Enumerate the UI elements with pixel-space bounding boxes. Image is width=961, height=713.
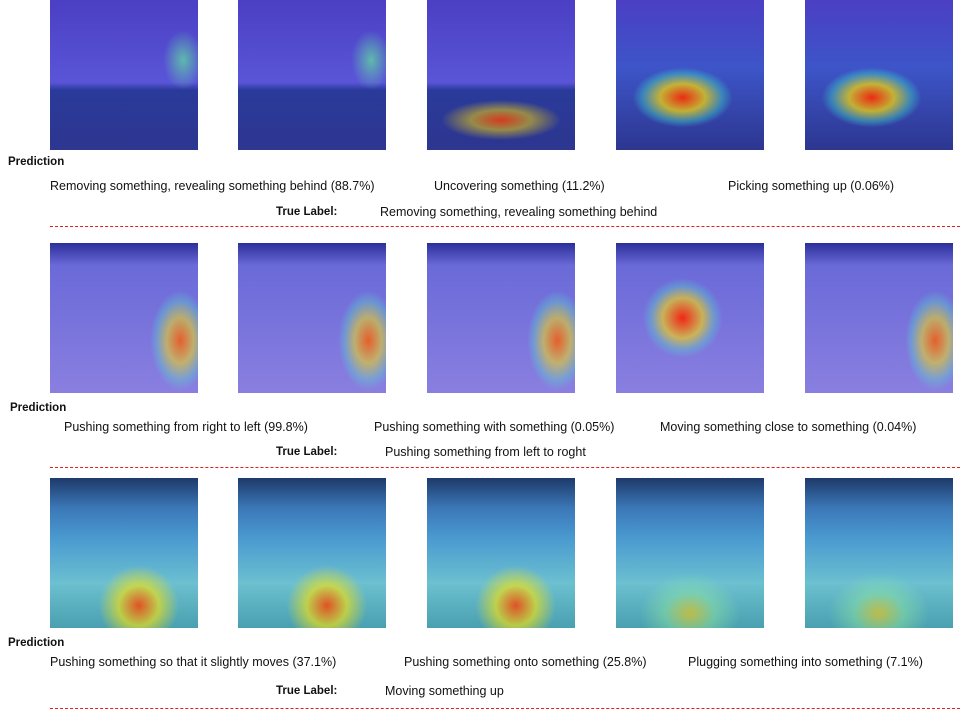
heatmap-frame	[238, 478, 386, 628]
true-label: Moving something up	[385, 684, 504, 698]
true-label-heading: True Label:	[276, 206, 337, 218]
heatmap-frame	[50, 243, 198, 393]
true-label-heading: True Label:	[276, 685, 337, 697]
heatmap-frame	[50, 0, 198, 150]
prediction: Uncovering something (11.2%)	[434, 179, 605, 193]
heatmap-frame	[427, 478, 575, 628]
heatmap-frame	[616, 243, 764, 393]
true-label: Removing something, revealing something …	[380, 205, 657, 219]
prediction-heading: Prediction	[8, 156, 64, 168]
heatmap-frame	[805, 478, 953, 628]
prediction: Removing something, revealing something …	[50, 179, 375, 193]
heatmap-frame	[238, 243, 386, 393]
heatmap-frame	[805, 0, 953, 150]
heatmap-frame	[616, 478, 764, 628]
heatmap-frame	[238, 0, 386, 150]
heatmap-frame	[616, 0, 764, 150]
prediction: Plugging something into something (7.1%)	[688, 655, 923, 669]
prediction: Pushing something so that it slightly mo…	[50, 655, 336, 669]
figure: Prediction Removing something, revealing…	[0, 0, 961, 713]
heatmap-frame	[50, 478, 198, 628]
separator	[50, 467, 960, 468]
prediction: Pushing something onto something (25.8%)	[404, 655, 647, 669]
separator	[50, 708, 960, 709]
prediction: Pushing something from right to left (99…	[64, 420, 308, 434]
prediction: Moving something close to something (0.0…	[660, 420, 916, 434]
prediction-heading: Prediction	[8, 637, 64, 649]
prediction-heading: Prediction	[10, 402, 66, 414]
prediction: Picking something up (0.06%)	[728, 179, 894, 193]
true-label-heading: True Label:	[276, 446, 337, 458]
prediction: Pushing something with something (0.05%)	[374, 420, 614, 434]
heatmap-frame	[427, 0, 575, 150]
heatmap-frame	[427, 243, 575, 393]
separator	[50, 226, 960, 227]
true-label: Pushing something from left to roght	[385, 445, 586, 459]
heatmap-frame	[805, 243, 953, 393]
